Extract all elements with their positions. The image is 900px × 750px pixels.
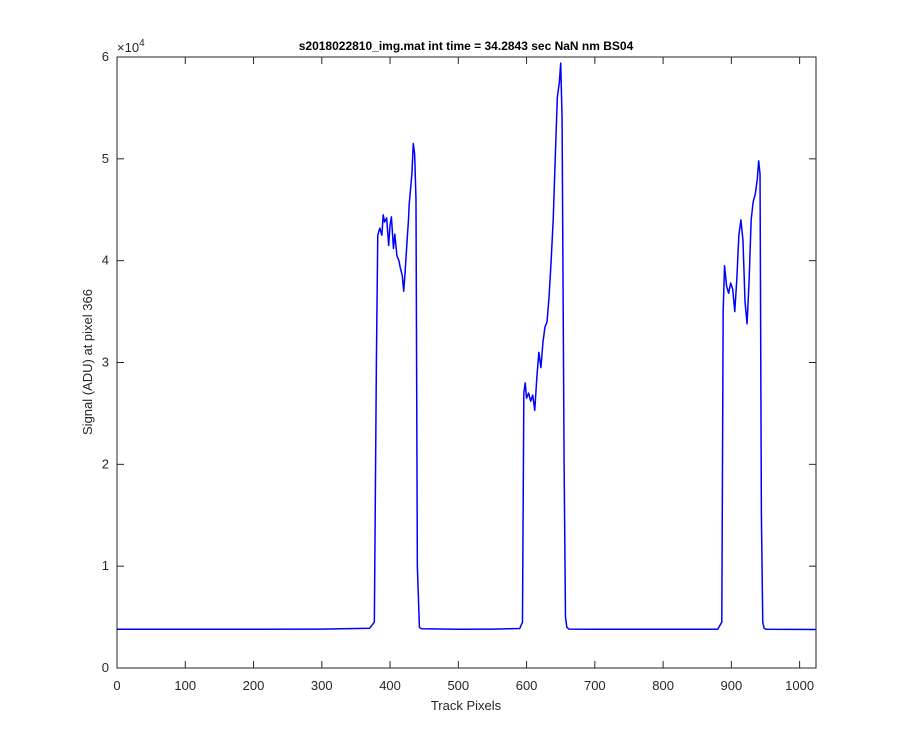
x-tick-label: 300 (311, 678, 333, 693)
y-multiplier-exponent: 4 (139, 38, 145, 49)
chart-title: s2018022810_img.mat int time = 34.2843 s… (299, 39, 634, 53)
y-tick-label: 2 (102, 456, 109, 471)
plot-area (117, 57, 816, 668)
series-line (117, 62, 817, 631)
y-tick-label: 5 (102, 151, 109, 166)
y-tick-label: 0 (102, 660, 109, 675)
x-tick-label: 400 (379, 678, 401, 693)
x-tick-label: 0 (113, 678, 120, 693)
y-axis-label: Signal (ADU) at pixel 366 (80, 289, 95, 435)
y-tick-label: 3 (102, 355, 109, 370)
x-axis-label: Track Pixels (431, 698, 502, 713)
y-tick-label: 6 (102, 49, 109, 64)
y-multiplier-base: ×10 (117, 40, 139, 55)
tick-layer: 0 100 200 300 400 500 600 700 800 900 1000 0 1 2 3 4 5 6 (102, 49, 816, 693)
axes-box (116, 56, 817, 669)
y-multiplier: ×104 (117, 38, 145, 55)
x-tick-label: 800 (652, 678, 674, 693)
x-tick-label: 600 (516, 678, 538, 693)
x-tick-label: 700 (584, 678, 606, 693)
x-tick-label: 500 (447, 678, 469, 693)
x-tick-label: 900 (721, 678, 743, 693)
y-tick-label: 4 (102, 253, 109, 268)
x-tick-label: 100 (174, 678, 196, 693)
x-tick-label: 200 (243, 678, 265, 693)
x-tick-label: 1000 (785, 678, 814, 693)
series-layer (117, 62, 817, 631)
y-tick-label: 1 (102, 558, 109, 573)
